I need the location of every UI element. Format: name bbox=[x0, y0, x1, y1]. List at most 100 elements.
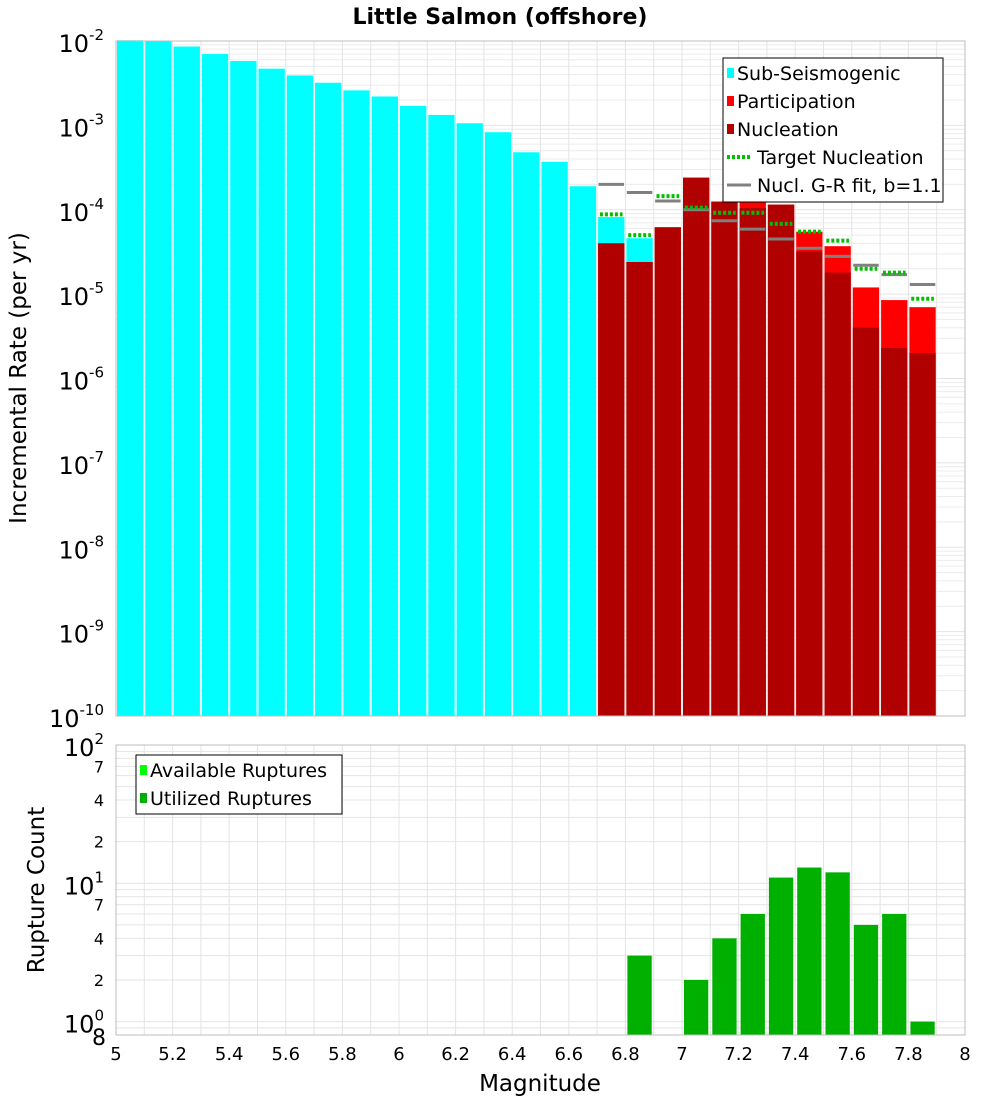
legend-label: Nucl. G-R fit, b=1.1 bbox=[757, 175, 942, 197]
utilized-ruptures-bar bbox=[627, 955, 652, 1035]
utilized-ruptures-bar bbox=[712, 938, 737, 1035]
sub-seismogenic-bar bbox=[315, 82, 342, 716]
legend-label: Nucleation bbox=[737, 119, 839, 141]
sub-seismogenic-bar bbox=[371, 96, 398, 716]
x-tick-label: 6.2 bbox=[441, 1044, 470, 1065]
bottom-legend: Available Ruptures Utilized Ruptures bbox=[135, 754, 343, 815]
top-plot-frame bbox=[115, 40, 966, 717]
sub-seismogenic-bar bbox=[400, 105, 427, 717]
x-tick-label: 7.2 bbox=[724, 1044, 753, 1065]
x-tick-label: 5.4 bbox=[215, 1044, 244, 1065]
bottom-y-tick-label: 2 bbox=[94, 833, 104, 852]
nucleation-bar bbox=[824, 272, 851, 716]
sub-seismogenic-bar bbox=[201, 54, 229, 717]
sub-seismogenic-bar bbox=[258, 68, 285, 716]
sub-seismogenic-bar bbox=[484, 132, 512, 717]
nucleation-bar bbox=[852, 327, 880, 716]
top-y-axis-label: Incremental Rate (per yr) bbox=[6, 232, 32, 524]
sub-seismogenic-bar bbox=[569, 186, 597, 716]
bottom-y-tick-labels: 8 2 4 7 2 4 7 100 101 102 bbox=[64, 730, 106, 1051]
utilized-ruptures-bar bbox=[797, 867, 822, 1035]
top-y-tick-labels: 10-10 10-9 10-8 10-7 10-6 10-5 10-4 10-3 10-2 bbox=[49, 26, 104, 733]
utilized-ruptures-bar bbox=[740, 913, 765, 1035]
bottom-y-decade-label: 100 bbox=[64, 1007, 104, 1039]
top-y-tick-label: 10-8 bbox=[58, 532, 104, 564]
x-tick-label: 6 bbox=[393, 1044, 404, 1065]
sub-seismogenic-bar bbox=[173, 46, 200, 717]
utilized-ruptures-bar bbox=[768, 877, 794, 1035]
bottom-y-tick-label: 7 bbox=[94, 757, 104, 776]
nucleation-bar bbox=[796, 251, 823, 716]
top-markers-layer bbox=[598, 182, 936, 301]
top-y-tick-label: 10-10 bbox=[49, 701, 104, 733]
legend-label: Sub-Seismogenic bbox=[737, 63, 901, 85]
nucleation-bar bbox=[767, 204, 795, 717]
top-y-tick-label: 10-7 bbox=[58, 448, 104, 480]
legend-label: Participation bbox=[737, 91, 856, 113]
x-tick-label: 5.2 bbox=[158, 1044, 187, 1065]
x-tick-label: 7 bbox=[676, 1044, 687, 1065]
x-tick-label: 7.6 bbox=[837, 1044, 866, 1065]
bottom-y-axis-label: Rupture Count bbox=[24, 807, 50, 973]
legend-label: Available Ruptures bbox=[150, 760, 327, 782]
top-y-tick-label: 10-2 bbox=[58, 26, 104, 58]
top-y-tick-label: 10-5 bbox=[58, 279, 104, 311]
x-tick-label: 5 bbox=[110, 1044, 121, 1065]
chart-title: Little Salmon (offshore) bbox=[353, 5, 648, 30]
nucleation-bar bbox=[598, 243, 625, 717]
top-legend: Sub-Seismogenic Participation Nucleation Ta… bbox=[722, 57, 944, 203]
nucleation-bar bbox=[739, 207, 766, 716]
bottom-y-tick-label: 7 bbox=[94, 896, 104, 915]
nucleation-bar bbox=[711, 201, 738, 716]
x-tick-label: 6.4 bbox=[498, 1044, 527, 1065]
bottom-y-tick-label: 4 bbox=[94, 791, 104, 810]
nucleation-bar bbox=[626, 262, 653, 716]
legend-swatch bbox=[727, 68, 734, 78]
legend-label: Utilized Ruptures bbox=[150, 788, 312, 810]
sub-seismogenic-bar bbox=[145, 41, 172, 716]
utilized-ruptures-bar bbox=[825, 872, 850, 1035]
top-y-tick-label: 10-9 bbox=[58, 617, 104, 649]
nucleation-bar bbox=[654, 227, 681, 716]
sub-seismogenic-bar bbox=[428, 114, 455, 716]
x-tick-labels: 5 5.2 5.4 5.6 5.8 6 6.2 6.4 6.6 6.8 7 7.2 7.4 7.6 7.8 8 bbox=[110, 1044, 970, 1065]
top-bars-layer bbox=[117, 40, 936, 717]
utilized-ruptures-bar bbox=[882, 913, 907, 1035]
bottom-y-decade-label: 102 bbox=[64, 730, 104, 762]
sub-seismogenic-bar bbox=[513, 152, 540, 716]
top-legend-box bbox=[722, 57, 944, 203]
utilized-ruptures-bar bbox=[853, 924, 879, 1035]
sub-seismogenic-bar bbox=[117, 40, 144, 717]
bottom-legend-box bbox=[135, 754, 343, 815]
nucleation-bar bbox=[881, 347, 908, 716]
top-y-tick-label: 10-4 bbox=[58, 195, 104, 227]
sub-seismogenic-bar bbox=[541, 161, 568, 716]
bottom-y-decade-label: 101 bbox=[64, 868, 104, 900]
x-tick-label: 6.8 bbox=[611, 1044, 640, 1065]
bottom-y-tick-label: 8 bbox=[92, 1026, 106, 1051]
utilized-ruptures-bar bbox=[684, 979, 709, 1035]
sub-seismogenic-bar bbox=[286, 75, 314, 717]
sub-seismogenic-bar bbox=[456, 123, 483, 717]
sub-seismogenic-bar bbox=[230, 60, 257, 717]
utilized-ruptures-bar bbox=[910, 1021, 935, 1035]
legend-swatch bbox=[140, 765, 147, 775]
bottom-y-tick-label: 2 bbox=[94, 971, 104, 990]
nucleation-bar bbox=[683, 177, 710, 716]
x-tick-label: 7.4 bbox=[781, 1044, 810, 1065]
bottom-plot-frame bbox=[115, 744, 966, 1036]
x-tick-label: 5.8 bbox=[328, 1044, 357, 1065]
bottom-bars-layer bbox=[627, 867, 935, 1035]
x-axis-label: Magnitude bbox=[479, 1071, 601, 1097]
sub-seismogenic-bar bbox=[343, 90, 370, 716]
nucleation-bar bbox=[909, 353, 936, 716]
legend-label: Target Nucleation bbox=[756, 147, 924, 169]
x-tick-label: 7.8 bbox=[894, 1044, 923, 1065]
x-tick-label: 8 bbox=[959, 1044, 970, 1065]
x-tick-label: 6.6 bbox=[554, 1044, 583, 1065]
x-tick-label: 5.6 bbox=[271, 1044, 300, 1065]
top-y-tick-label: 10-6 bbox=[58, 364, 104, 396]
bottom-y-tick-label: 4 bbox=[94, 929, 104, 948]
